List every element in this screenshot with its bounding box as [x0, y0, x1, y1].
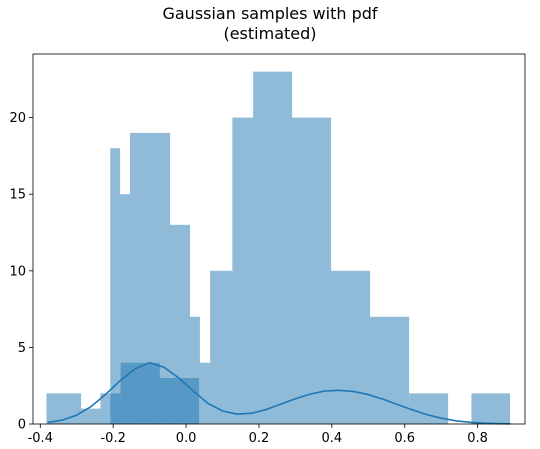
- histogram-bar-0-1: [120, 194, 130, 424]
- bars-layer: [46, 71, 511, 424]
- histogram-bar-1-2: [100, 393, 121, 424]
- plot-frame: [32, 53, 526, 425]
- y-tick-label: 5: [18, 341, 26, 356]
- histogram-bar-0-6: [199, 362, 211, 424]
- histogram-bar-0-0: [110, 148, 121, 424]
- histogram-bar-1-1: [81, 408, 101, 424]
- x-tick-label: 0.2: [249, 431, 270, 446]
- x-tick-label: -0.4: [28, 431, 53, 446]
- x-tick-label: 0.8: [467, 431, 488, 446]
- histogram-bar-0-13: [409, 393, 449, 424]
- x-axis: -0.4 -0.2 0.0 0.2 0.4 0.6 0.8: [28, 424, 488, 446]
- chart-subtitle: (estimated): [223, 24, 317, 43]
- histogram-bar-0-8: [232, 117, 254, 424]
- histogram-bar-1-3: [120, 362, 160, 424]
- lines-layer: [47, 361, 511, 425]
- histogram-bar-0-12: [370, 316, 410, 424]
- chart-title: Gaussian samples with pdf: [162, 4, 378, 23]
- histogram-bar-0-11: [331, 270, 371, 424]
- y-tick-label: 15: [9, 188, 26, 203]
- histogram-bar-0-10: [292, 117, 332, 424]
- histogram-bar-0-7: [210, 270, 233, 424]
- y-axis: 0 5 10 15 20: [9, 111, 33, 433]
- x-tick-label: 0.6: [394, 431, 415, 446]
- pdf-line-2: [47, 361, 511, 425]
- histogram-bar-0-3: [149, 132, 171, 424]
- y-tick-label: 10: [9, 264, 26, 279]
- histogram-bar-0-4: [170, 224, 191, 424]
- y-tick-label: 20: [9, 111, 26, 126]
- x-tick-label: -0.2: [100, 431, 125, 446]
- histogram-bar-0-2: [129, 132, 150, 424]
- histogram-bar-1-11: [471, 393, 511, 424]
- histogram-bar-0-5: [190, 316, 200, 424]
- x-tick-label: 0.4: [322, 431, 343, 446]
- histogram-bar-1-4: [159, 378, 200, 424]
- y-tick-label: 0: [18, 418, 26, 433]
- histogram-bar-0-9: [253, 71, 293, 424]
- x-tick-label: 0.0: [176, 431, 197, 446]
